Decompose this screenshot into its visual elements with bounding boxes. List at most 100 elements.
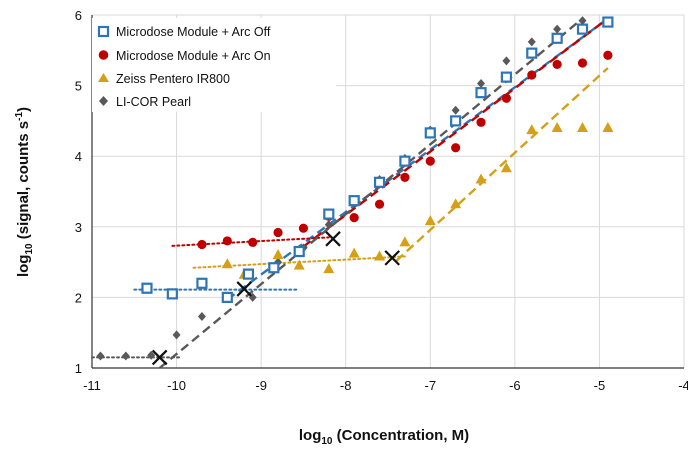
intersection-markers xyxy=(151,231,401,366)
data-point-arc-on xyxy=(273,227,283,238)
data-point-arc-off xyxy=(373,176,386,188)
data-point-licor xyxy=(172,330,181,340)
data-point-arc-off xyxy=(242,268,255,280)
y-tick-label: 3 xyxy=(75,220,82,235)
x-tick-label: -10 xyxy=(167,378,186,393)
grid xyxy=(91,14,685,369)
data-point-licor xyxy=(121,351,130,361)
data-point-arc-off xyxy=(526,47,538,59)
data-point-arc-off xyxy=(399,155,411,167)
data-point-zeiss xyxy=(577,121,589,132)
data-point-arc-on xyxy=(577,58,588,68)
data-point-licor xyxy=(553,24,562,34)
data-point-arc-off xyxy=(551,32,563,44)
legend-item-arc-off: Microdose Module + Arc Off xyxy=(97,25,271,39)
data-point-arc-on xyxy=(349,213,359,223)
legend-label-zeiss: Zeiss Pentero IR800 xyxy=(116,72,230,86)
data-point-arc-on xyxy=(451,143,461,153)
data-point-arc-off xyxy=(475,87,487,99)
data-point-licor xyxy=(578,16,587,26)
data-point-arc-off xyxy=(450,115,462,127)
y-axis-title: log10 (signal, counts s-1) xyxy=(14,107,35,277)
x-tick-label: -11 xyxy=(83,378,101,393)
data-point-zeiss xyxy=(374,250,386,261)
legend: Microdose Module + Arc Off Microdose Mod… xyxy=(92,18,336,112)
data-point-arc-on xyxy=(425,156,435,166)
legend-background xyxy=(92,18,336,112)
x-tick-label: -7 xyxy=(425,378,437,393)
intersection-cross-marker xyxy=(151,349,168,366)
x-tick-label: -8 xyxy=(340,378,352,393)
data-point-arc-on xyxy=(197,239,207,250)
data-point-arc-on xyxy=(298,223,309,233)
data-point-arc-off xyxy=(348,195,360,207)
fit-line-dashed xyxy=(158,17,584,369)
fit-line-dashed xyxy=(395,67,609,262)
legend-item-zeiss: Zeiss Pentero IR800 xyxy=(98,72,230,86)
data-point-arc-on xyxy=(222,236,232,246)
data-point-arc-on xyxy=(248,237,258,247)
legend-item-arc-on: Microdose Module + Arc On xyxy=(98,49,271,63)
data-point-licor xyxy=(324,220,333,230)
legend-label-arc-off: Microdose Module + Arc Off xyxy=(116,25,271,39)
y-tick-label: 5 xyxy=(75,79,82,94)
data-point-arc-on xyxy=(552,59,562,70)
y-tick-label: 2 xyxy=(75,290,82,305)
cross-stroke xyxy=(236,281,253,297)
data-point-licor xyxy=(477,78,486,88)
intersection-cross-marker xyxy=(325,231,341,247)
data-point-arc-off xyxy=(500,71,512,83)
data-point-arc-off xyxy=(602,16,614,28)
data-point-zeiss xyxy=(221,258,233,269)
triangle-marker-icon xyxy=(98,73,109,82)
data-point-licor xyxy=(451,105,460,115)
data-point-zeiss xyxy=(293,259,305,270)
data-point-arc-off xyxy=(268,262,280,274)
data-point-zeiss xyxy=(602,121,614,132)
data-point-arc-off xyxy=(221,291,233,303)
cross-stroke xyxy=(151,349,168,366)
intersection-cross-marker xyxy=(384,250,401,266)
data-point-zeiss xyxy=(450,198,462,209)
data-point-arc-on xyxy=(501,93,511,103)
data-point-arc-on xyxy=(374,199,385,209)
data-point-arc-off xyxy=(576,23,589,35)
cross-stroke xyxy=(384,250,401,266)
data-points xyxy=(96,16,614,361)
fit-lines xyxy=(91,17,609,369)
data-point-licor xyxy=(147,350,156,360)
diamond-marker-icon xyxy=(99,96,108,106)
x-axis-title: log10 (Concentration, M) xyxy=(299,427,469,447)
x-tick-label: -9 xyxy=(255,378,267,393)
fit-line-dashed xyxy=(302,17,609,248)
tick-labels: -11 -10 -9 -8 -7 -6 -5 -4 1 2 3 4 5 6 xyxy=(75,8,688,393)
data-point-zeiss xyxy=(551,121,563,132)
data-point-arc-on xyxy=(603,50,613,60)
legend-label-licor: LI-COR Pearl xyxy=(116,95,191,109)
legend-label-arc-on: Microdose Module + Arc On xyxy=(116,49,271,63)
circle-marker-icon xyxy=(98,50,109,60)
x-tick-label: -5 xyxy=(594,378,606,393)
y-tick-label: 4 xyxy=(75,149,82,164)
x-tick-label: -4 xyxy=(678,378,688,393)
data-point-arc-on xyxy=(400,172,410,182)
data-point-licor xyxy=(96,351,105,361)
data-point-zeiss xyxy=(500,162,512,173)
intersection-cross-marker xyxy=(236,281,253,297)
data-point-licor xyxy=(197,311,206,321)
data-point-zeiss xyxy=(272,249,284,260)
data-point-zeiss xyxy=(348,247,360,258)
y-tick-label: 1 xyxy=(75,361,82,376)
data-point-licor xyxy=(502,56,511,66)
cross-stroke xyxy=(325,231,341,247)
open-square-marker-icon xyxy=(97,25,110,38)
data-point-arc-off xyxy=(424,127,436,139)
y-tick-label: 6 xyxy=(75,8,82,23)
data-point-zeiss xyxy=(526,124,538,135)
data-point-licor xyxy=(527,37,536,47)
x-tick-label: -6 xyxy=(509,378,521,393)
data-point-zeiss xyxy=(399,236,411,247)
data-point-arc-off xyxy=(323,208,335,220)
data-point-zeiss xyxy=(424,215,436,226)
